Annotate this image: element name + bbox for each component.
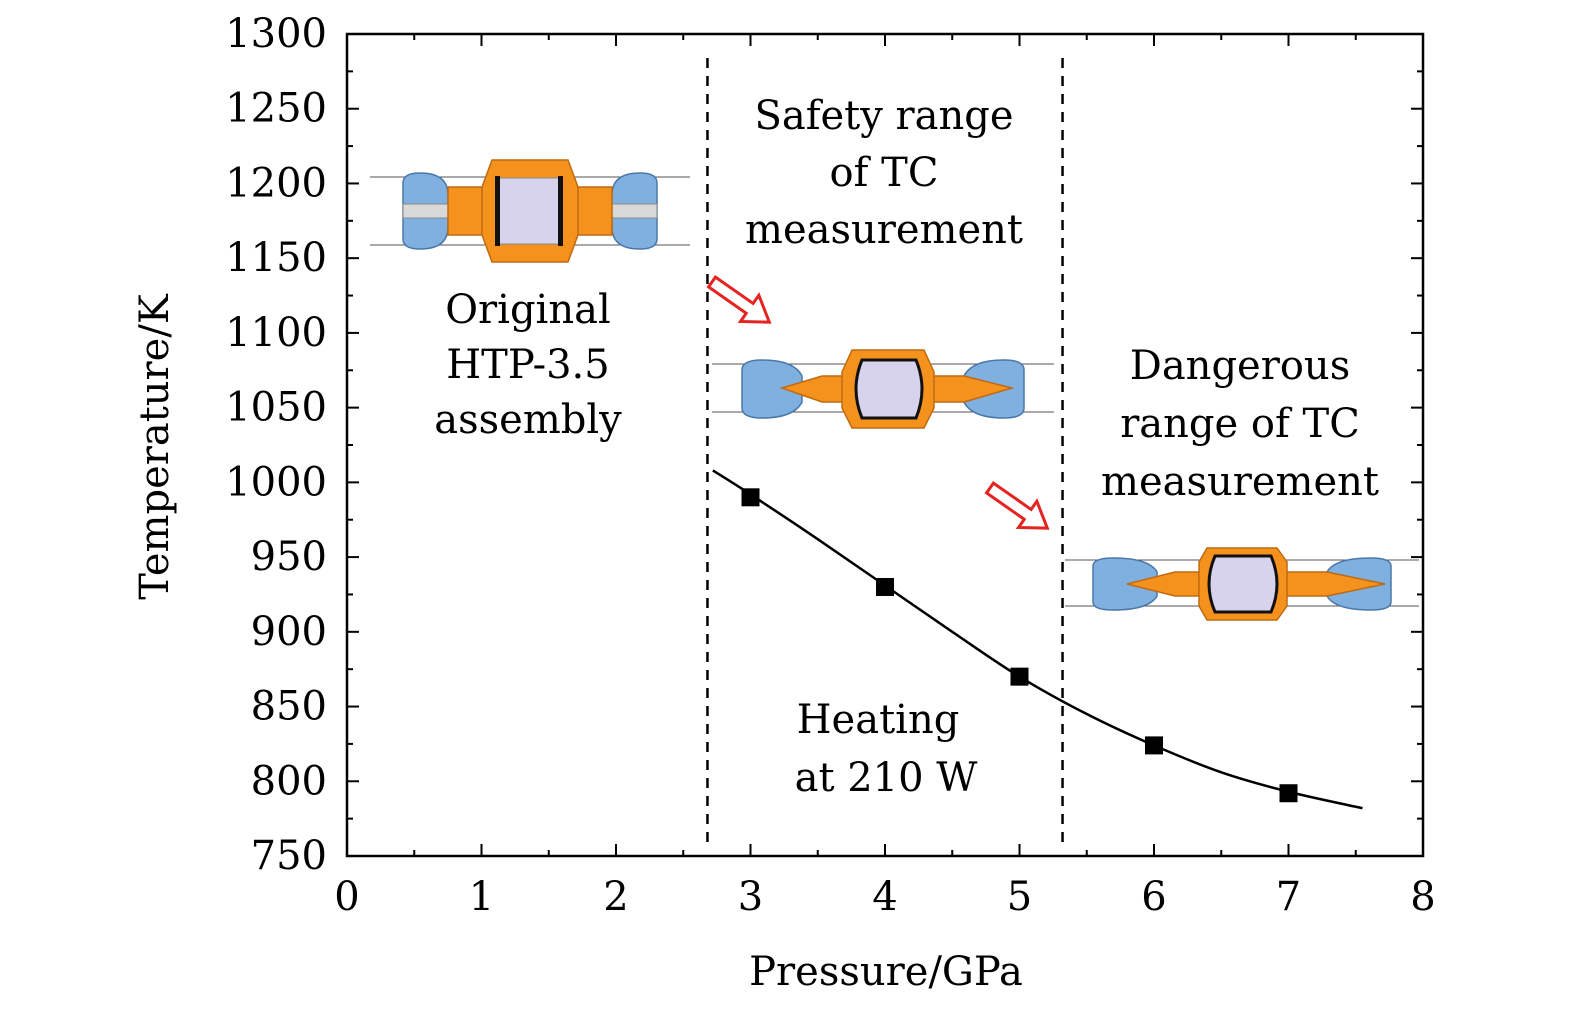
- data-point: [1279, 784, 1298, 803]
- safety-label-line2: of TC: [830, 150, 939, 196]
- x-tick-label: 8: [1410, 874, 1435, 920]
- axis-tick-labels: 0 1 2 3 4 5 6 7 8 750 800 850 900 950 1000 1050 1100 1150…: [225, 11, 1436, 920]
- original-assembly-illustration: [370, 159, 690, 263]
- x-tick-label: 6: [1141, 874, 1166, 920]
- arrow-to-safety: [706, 274, 772, 324]
- x-tick-label: 0: [334, 874, 359, 920]
- safety-label-line3: measurement: [745, 207, 1023, 253]
- heating-label-line1: Heating: [797, 697, 960, 743]
- y-tick-label: 1300: [225, 11, 327, 57]
- dangerous-label-line3: measurement: [1101, 459, 1379, 505]
- x-tick-label: 2: [603, 874, 628, 920]
- heating-label-line2: at 210 W: [795, 755, 978, 801]
- y-tick-label: 850: [251, 684, 327, 730]
- y-tick-label: 1200: [225, 160, 327, 206]
- y-tick-label: 1150: [225, 235, 327, 281]
- arrow-to-dangerous: [984, 480, 1050, 530]
- y-tick-label: 1050: [225, 385, 327, 431]
- x-tick-label: 1: [469, 874, 494, 920]
- y-tick-label: 1250: [225, 86, 327, 132]
- x-tick-label: 3: [738, 874, 763, 920]
- y-tick-label: 900: [251, 609, 327, 655]
- data-points: [741, 488, 1298, 803]
- y-tick-label: 1000: [225, 459, 327, 505]
- range-boundaries: [706, 58, 1064, 850]
- y-tick-label: 800: [251, 758, 327, 804]
- dangerous-label-line1: Dangerous: [1130, 343, 1350, 389]
- original-label-line1: Original: [445, 287, 611, 333]
- dangerous-assembly-illustration: [1065, 547, 1419, 621]
- y-tick-label: 1100: [225, 310, 327, 356]
- x-tick-label: 7: [1276, 874, 1301, 920]
- original-label-line3: assembly: [434, 397, 622, 443]
- y-axis-title: Temperature/K: [132, 293, 178, 600]
- data-point: [876, 577, 894, 596]
- safety-assembly-illustration: [712, 349, 1054, 429]
- x-axis-title: Pressure/GPa: [749, 949, 1023, 995]
- y-tick-label: 750: [251, 833, 327, 879]
- data-point: [741, 488, 760, 507]
- data-point: [1010, 667, 1029, 686]
- safety-label-line1: Safety range: [754, 93, 1013, 139]
- dangerous-label-line2: range of TC: [1120, 401, 1360, 447]
- original-label-line2: HTP-3.5: [446, 342, 609, 388]
- x-tick-label: 5: [1007, 874, 1032, 920]
- y-tick-label: 950: [251, 534, 327, 580]
- x-tick-label: 4: [872, 874, 897, 920]
- data-point: [1145, 736, 1163, 755]
- axis-ticks: [346, 33, 1424, 857]
